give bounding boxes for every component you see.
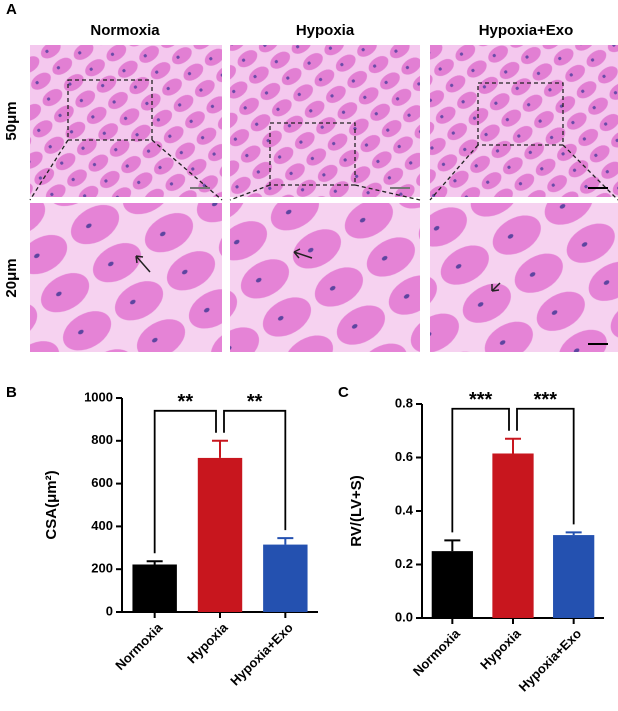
panel-label: C	[338, 384, 349, 401]
histology-image	[230, 203, 420, 352]
zoom-boxes	[29, 79, 618, 201]
y-tick-label: 0	[106, 603, 113, 618]
bar	[263, 544, 308, 612]
x-tick-label: Hypoxia+Exo	[227, 620, 296, 689]
significance-bracket	[451, 407, 510, 533]
x-tick-label: Normoxia	[112, 619, 166, 673]
significance-label: **	[178, 391, 194, 413]
y-axis-label: RV/(LV+S)	[348, 475, 365, 547]
bar	[431, 551, 473, 618]
row-label: 20μm	[3, 258, 20, 297]
significance-bracket	[153, 409, 217, 554]
y-tick-label: 0.4	[395, 502, 414, 517]
bar	[553, 535, 595, 618]
histology-image	[430, 203, 618, 352]
y-tick-label: 1000	[84, 389, 113, 404]
bar	[197, 457, 243, 612]
y-tick-label: 0.6	[395, 449, 413, 464]
x-tick-label: Hypoxia+Exo	[516, 626, 585, 695]
y-tick-label: 0.2	[395, 556, 413, 571]
histology-image	[230, 45, 420, 197]
y-tick-label: 200	[91, 561, 113, 576]
x-tick-label: Hypoxia	[477, 625, 524, 672]
histology-image	[30, 203, 222, 352]
x-tick-label: Hypoxia	[184, 619, 231, 666]
panel-label: A	[6, 1, 17, 18]
column-title: Normoxia	[90, 22, 160, 39]
y-tick-label: 0.8	[395, 395, 413, 410]
scale-bars	[190, 187, 608, 345]
significance-bracket	[223, 409, 287, 531]
row-label: 50μm	[3, 101, 20, 140]
y-tick-label: 600	[91, 475, 113, 490]
x-tick-label: Normoxia	[410, 625, 464, 679]
column-title: Hypoxia+Exo	[479, 22, 574, 39]
histology-image	[30, 45, 222, 197]
y-axis-label: CSA(μm²)	[43, 470, 60, 539]
error-bar	[565, 531, 582, 536]
error-bar	[444, 539, 461, 552]
y-tick-label: 0.0	[395, 609, 413, 624]
histology-image	[430, 45, 618, 197]
y-tick-label: 400	[91, 518, 113, 533]
arrows	[135, 248, 501, 292]
error-bar	[505, 437, 521, 454]
significance-bracket	[516, 407, 575, 525]
histology-panels	[29, 45, 618, 352]
bar	[492, 453, 534, 618]
error-bar	[146, 560, 163, 565]
y-tick-label: 800	[91, 432, 113, 447]
significance-label: **	[247, 391, 263, 413]
column-title: Hypoxia	[296, 22, 355, 39]
error-bar	[212, 439, 228, 458]
panel-label: B	[6, 384, 17, 401]
significance-label: ***	[534, 389, 558, 411]
error-bar	[277, 537, 294, 545]
significance-label: ***	[469, 389, 493, 411]
bar	[132, 564, 177, 612]
